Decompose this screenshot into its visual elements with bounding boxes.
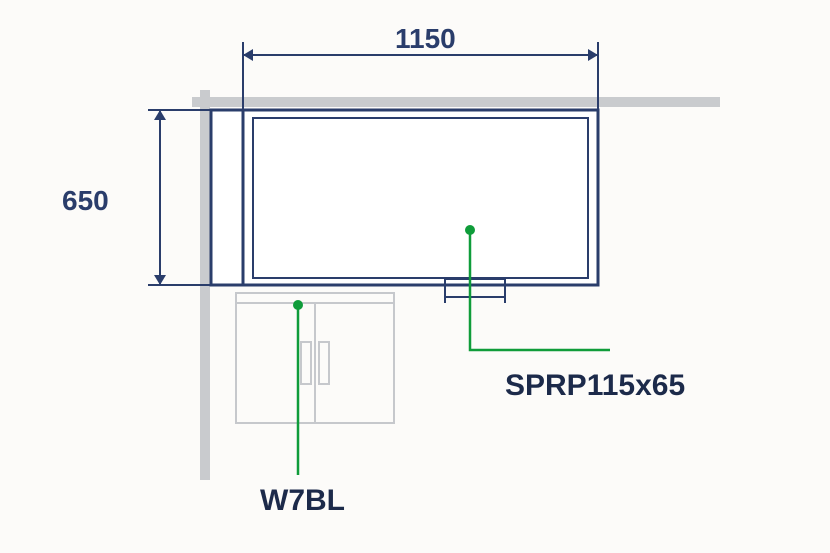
ghost-cabinets — [236, 293, 394, 423]
main-unit — [211, 110, 598, 285]
callout-sprp-label: SPRP115x65 — [505, 369, 685, 402]
dimension-width: 1150 — [243, 23, 598, 110]
technical-drawing: 1150 650 SPRP115x65 W7BL — [0, 0, 830, 553]
dimension-height-value: 650 — [62, 185, 109, 216]
filler-panel — [211, 110, 243, 285]
callout-w7bl-label: W7BL — [260, 484, 345, 517]
main-unit-inner — [253, 118, 588, 278]
callout-w7bl: W7BL — [260, 300, 345, 517]
dimension-width-value: 1150 — [395, 23, 456, 54]
